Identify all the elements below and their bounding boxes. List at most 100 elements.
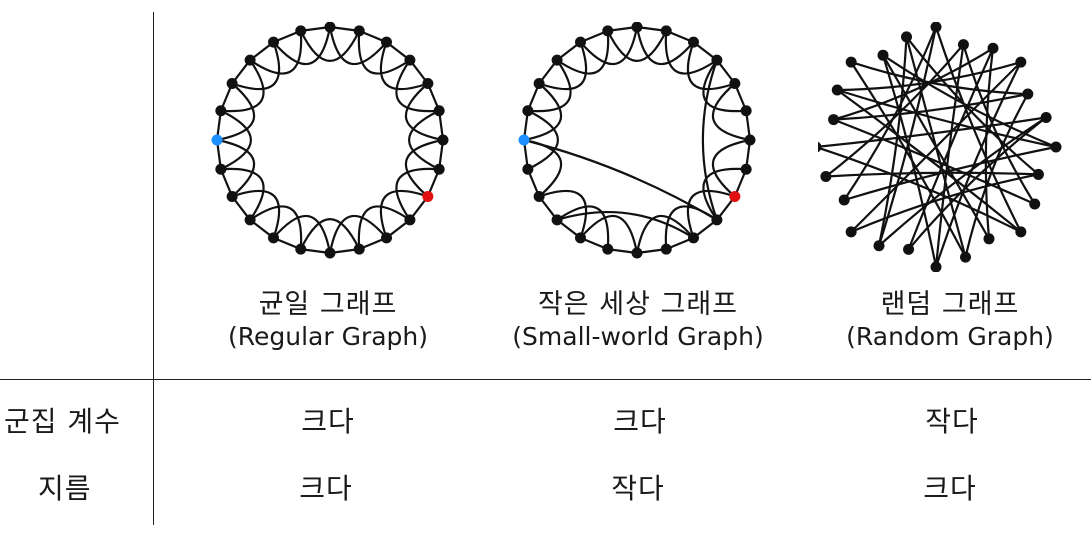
random-graph-title-en: (Random Graph) (846, 322, 1054, 351)
small-world-shortcut-edge (523, 138, 718, 221)
regular-arc-edge (404, 138, 444, 198)
random-node (903, 243, 915, 255)
random-node (960, 251, 972, 263)
small-world-node (551, 54, 563, 66)
small-world-node (660, 243, 672, 255)
random-node (900, 31, 912, 43)
regular-node (295, 25, 307, 37)
small-world-shortcut-edge (701, 59, 718, 221)
small-world-arc-edge (527, 109, 559, 171)
small-world-graph-title-en: (Small-world Graph) (512, 322, 764, 351)
regular-arc-edge (395, 59, 440, 113)
random-node (838, 194, 850, 206)
small-world-node (631, 247, 643, 259)
small-world-node (522, 105, 534, 117)
regular-arc-edge (231, 41, 281, 91)
small-world-node (575, 232, 586, 244)
random-edge (905, 36, 1040, 176)
random-node (1032, 168, 1044, 180)
regular-arc-edge (299, 218, 361, 250)
random-edge (962, 44, 1036, 205)
random-node (1015, 226, 1027, 238)
random-node (957, 39, 969, 51)
small-world-node (711, 54, 723, 66)
random-node (983, 233, 995, 245)
small-world-arc-edge (686, 189, 736, 239)
regular-node (244, 54, 256, 66)
regular-arc-edge (249, 205, 303, 250)
random-node (930, 261, 942, 272)
small-world-graph-title-ko: 작은 세상 그래프 (537, 289, 739, 320)
regular-node (353, 243, 365, 255)
small-world-shortcut-edge (556, 211, 695, 239)
random-node (828, 114, 840, 126)
regular-node (422, 78, 434, 89)
small-world-node (729, 78, 741, 89)
vertical-divider (153, 12, 154, 525)
small-world-node (533, 78, 545, 89)
small-world-node (575, 36, 586, 48)
random-node (1015, 56, 1027, 68)
regular-arc-edge (299, 30, 361, 62)
random-edge (984, 48, 995, 239)
random-edge (825, 171, 1039, 178)
random-node (1040, 111, 1052, 123)
random-edge (833, 92, 1029, 121)
regular-node (215, 163, 227, 175)
random-edge (833, 118, 1036, 206)
small-world-node (518, 134, 530, 146)
regular-arc-edge (220, 59, 265, 113)
small-world-arc-edge (538, 41, 588, 91)
regular-node (381, 232, 392, 244)
small-world-arc-edge (538, 189, 588, 239)
small-world-arc-edge (635, 26, 695, 66)
regular-node (244, 214, 256, 226)
random-edge (934, 61, 1022, 268)
regular-node (422, 191, 434, 202)
cell-clustering-random: 작다 (925, 405, 979, 438)
small-world-node (688, 36, 699, 48)
regular-node (404, 54, 416, 66)
regular-node (268, 36, 279, 48)
random-edge (934, 26, 1022, 233)
small-world-node (711, 214, 723, 226)
regular-arc-edge (328, 214, 388, 254)
random-edge (881, 54, 938, 268)
regular-arc-edge (216, 82, 256, 142)
regular-node (295, 243, 307, 255)
small-world-node (533, 191, 545, 202)
random-edge (878, 116, 1047, 247)
small-world-node (744, 134, 756, 146)
regular-node (353, 25, 365, 37)
random-edge (850, 173, 1039, 233)
random-node (845, 56, 857, 68)
regular-graph-diagram (211, 22, 449, 259)
small-world-arc-edge (711, 82, 751, 142)
random-node (831, 84, 843, 96)
random-edge (843, 26, 938, 201)
small-world-node (688, 232, 699, 244)
small-world-graph-diagram (518, 22, 756, 259)
regular-arc-edge (379, 41, 429, 91)
cell-clustering-small-world: 크다 (613, 405, 667, 438)
regular-node (324, 22, 336, 33)
small-world-arc-edge (606, 30, 668, 62)
random-node (873, 240, 885, 252)
regular-arc-edge (249, 30, 303, 75)
small-world-node (631, 22, 643, 33)
small-world-node (602, 25, 614, 37)
regular-arc-edge (220, 167, 265, 221)
horizontal-divider (0, 379, 1091, 380)
cell-diameter-regular: 크다 (299, 472, 353, 505)
cell-diameter-small-world: 작다 (611, 472, 665, 505)
random-edge (833, 47, 994, 121)
small-world-node (602, 243, 614, 255)
random-node (930, 22, 942, 33)
regular-node (226, 191, 238, 202)
random-edge (905, 36, 967, 258)
small-world-arc-edge (556, 30, 610, 75)
regular-arc-edge (404, 82, 444, 142)
cell-diameter-random: 크다 (923, 472, 977, 505)
regular-arc-edge (272, 26, 332, 66)
random-node (1050, 141, 1062, 153)
